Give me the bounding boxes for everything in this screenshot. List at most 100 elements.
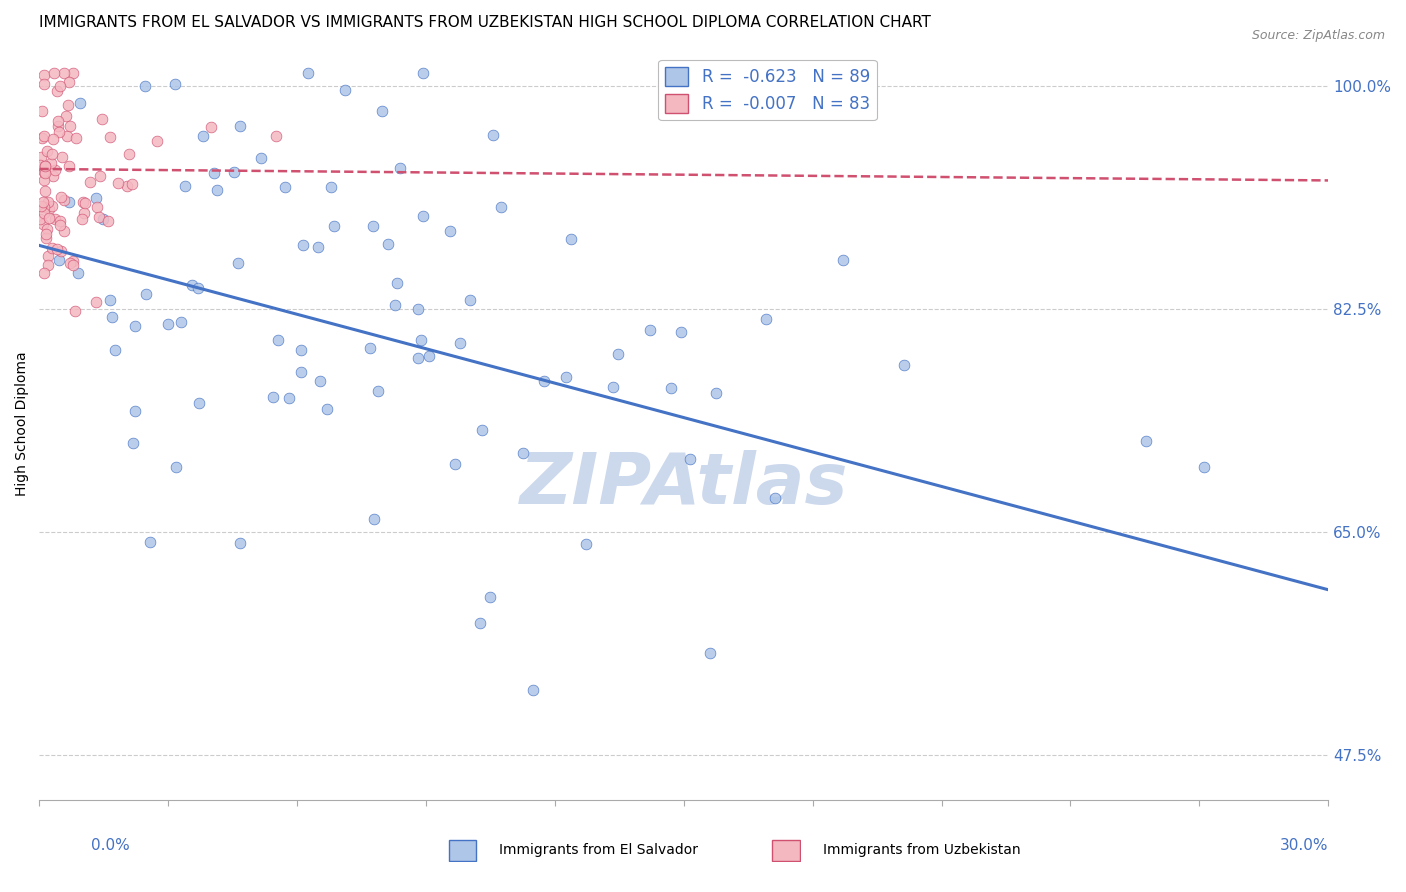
Point — [188, 396, 211, 410]
Point — [122, 436, 145, 450]
Point — [49, 190, 72, 204]
Point — [49, 218, 72, 232]
Point — [107, 177, 129, 191]
Point — [52, 193, 75, 207]
Point — [124, 404, 146, 418]
Point — [37, 249, 59, 263]
Point — [226, 256, 249, 270]
Point — [44, 211, 66, 226]
Point — [32, 195, 55, 210]
Point — [554, 370, 576, 384]
Point — [200, 120, 222, 134]
Point — [75, 196, 97, 211]
Point — [319, 180, 342, 194]
Point — [458, 293, 481, 307]
Y-axis label: High School Diploma: High School Diploma — [15, 351, 30, 496]
Point — [86, 294, 108, 309]
Point — [439, 224, 461, 238]
Point — [58, 194, 80, 209]
Point — [69, 96, 91, 111]
Point — [31, 104, 53, 119]
Point — [228, 119, 250, 133]
Point — [52, 224, 75, 238]
Point — [699, 646, 721, 660]
Point — [267, 333, 290, 347]
Legend: R =  -0.623   N = 89, R =  -0.007   N = 83: R = -0.623 N = 89, R = -0.007 N = 83 — [658, 60, 877, 120]
Point — [91, 211, 114, 226]
Point — [278, 391, 301, 405]
Point — [65, 131, 87, 145]
Point — [264, 128, 287, 143]
Point — [41, 199, 63, 213]
Point — [32, 77, 55, 91]
Point — [471, 424, 494, 438]
Point — [46, 119, 69, 133]
Point — [58, 75, 80, 89]
Point — [38, 211, 60, 226]
Point — [479, 590, 502, 604]
Point — [139, 534, 162, 549]
Point — [409, 334, 432, 348]
Point — [32, 165, 55, 179]
Point — [181, 277, 204, 292]
Point — [38, 202, 60, 217]
Point — [53, 66, 76, 80]
Point — [533, 374, 555, 388]
Point — [512, 446, 534, 460]
Point — [101, 310, 124, 324]
Point — [388, 161, 411, 176]
Point — [62, 66, 84, 80]
Point — [193, 128, 215, 143]
Point — [44, 162, 66, 177]
Point — [55, 109, 77, 123]
Point — [384, 298, 406, 312]
FancyBboxPatch shape — [449, 839, 477, 861]
Point — [49, 79, 72, 94]
Point — [124, 319, 146, 334]
Point — [115, 178, 138, 193]
Point — [704, 385, 727, 400]
Point — [187, 281, 209, 295]
Point — [45, 243, 67, 257]
Point — [37, 258, 59, 272]
Point — [42, 131, 65, 145]
Point — [32, 200, 55, 214]
Point — [274, 180, 297, 194]
Point — [49, 214, 72, 228]
Point — [679, 451, 702, 466]
Point — [98, 130, 121, 145]
Point — [575, 537, 598, 551]
Point — [640, 323, 662, 337]
Point — [59, 255, 82, 269]
Point — [32, 173, 55, 187]
Point — [468, 615, 491, 630]
Point — [104, 343, 127, 358]
Point — [34, 184, 56, 198]
Point — [118, 147, 141, 161]
Point — [250, 151, 273, 165]
Point — [62, 254, 84, 268]
Point — [606, 347, 628, 361]
Point — [41, 147, 63, 161]
Point — [51, 151, 73, 165]
Point — [58, 98, 80, 112]
Point — [58, 160, 80, 174]
Point — [165, 460, 187, 475]
Point — [30, 199, 52, 213]
Point — [48, 253, 70, 268]
Point — [361, 219, 384, 233]
Point — [37, 195, 59, 210]
Point — [224, 165, 246, 179]
Point — [481, 128, 503, 142]
Point — [290, 343, 312, 357]
Point — [79, 175, 101, 189]
Point — [98, 293, 121, 308]
Point — [316, 402, 339, 417]
Point — [31, 130, 53, 145]
Point — [35, 221, 58, 235]
Point — [42, 169, 65, 184]
Point — [32, 68, 55, 82]
Point — [165, 77, 187, 91]
Point — [146, 134, 169, 148]
Point — [1194, 460, 1216, 475]
